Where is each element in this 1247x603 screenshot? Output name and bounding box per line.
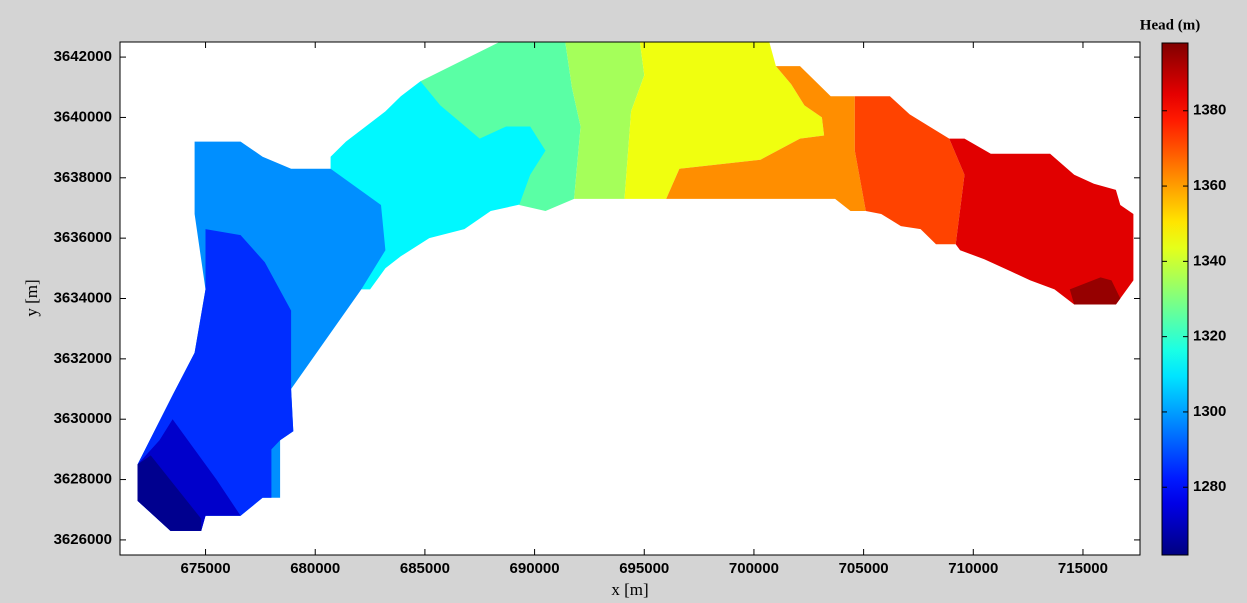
x-tick-label: 695000	[619, 560, 669, 577]
contour-region	[949, 138, 1134, 305]
x-tick-label: 705000	[839, 560, 889, 577]
colorbar-tick-label: 1360	[1193, 177, 1226, 194]
y-tick-label: 3636000	[54, 229, 112, 246]
x-tick-label: 685000	[400, 560, 450, 577]
contour-region	[137, 455, 202, 531]
contour-region	[854, 96, 965, 245]
colorbar-tick-label: 1300	[1193, 403, 1226, 420]
contour-region	[420, 42, 581, 211]
y-tick-label: 3626000	[54, 531, 112, 548]
y-tick-label: 3628000	[54, 471, 112, 488]
x-tick-label: 710000	[948, 560, 998, 577]
x-tick-label: 715000	[1058, 560, 1108, 577]
x-axis-label: x [m]	[611, 580, 648, 599]
colorbar	[1161, 42, 1189, 556]
y-tick-label: 3642000	[54, 48, 112, 65]
y-axis-label: y [m]	[22, 279, 41, 316]
colorbar-tick-label: 1380	[1193, 102, 1226, 119]
y-tick-label: 3638000	[54, 169, 112, 186]
y-tick-label: 3640000	[54, 108, 112, 125]
x-tick-label: 690000	[510, 560, 560, 577]
x-tick-label: 700000	[729, 560, 779, 577]
contour-regions	[137, 42, 1134, 531]
x-tick-label: 680000	[290, 560, 340, 577]
colorbar-tick-label: 1320	[1193, 328, 1226, 345]
contour-region	[624, 42, 825, 199]
contour-region	[666, 66, 866, 211]
colorbar-title: Head (m)	[1140, 17, 1200, 33]
colorbar-tick-label: 1280	[1193, 478, 1226, 495]
x-tick-label: 675000	[181, 560, 231, 577]
y-tick-label: 3630000	[54, 410, 112, 427]
y-tick-label: 3634000	[54, 289, 112, 306]
colorbar-tick-label: 1340	[1193, 252, 1226, 269]
contour-region	[565, 42, 645, 199]
contour-region	[1069, 277, 1121, 305]
y-tick-label: 3632000	[54, 350, 112, 367]
